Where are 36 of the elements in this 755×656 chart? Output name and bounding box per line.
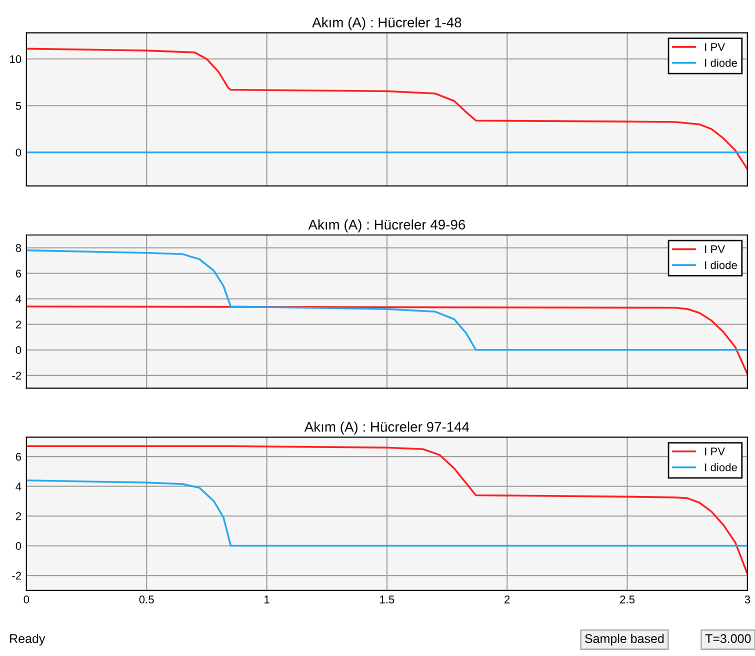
y-tick-label: 2 <box>16 320 22 328</box>
x-tick-label: 1 <box>264 596 270 604</box>
line-series <box>26 479 748 547</box>
y-tick-label: 6 <box>16 270 22 278</box>
y-tick-label: -2 <box>12 572 22 580</box>
y-tick-label: -2 <box>12 372 22 380</box>
line-series <box>26 306 748 376</box>
legend-label: I diode <box>705 463 737 472</box>
legend-label: I diode <box>705 260 737 270</box>
y-tick-label: 8 <box>16 244 22 252</box>
y-tick-label: 4 <box>16 295 22 303</box>
legend-label: I PV <box>705 245 726 254</box>
legend-label: I PV <box>705 43 726 51</box>
x-tick-label: 0 <box>24 596 30 604</box>
x-tick-label: 2.5 <box>620 596 635 604</box>
legend-label: I diode <box>705 58 737 67</box>
y-tick-label: 5 <box>16 102 22 110</box>
y-tick-label: 0 <box>16 148 22 156</box>
y-tick-label: 4 <box>16 482 22 490</box>
y-tick-label: 10 <box>10 55 22 64</box>
chart-title: Akım (A) : Hücreler 1-48 <box>312 17 462 30</box>
y-tick-label: 0 <box>16 542 22 550</box>
chart-title: Akım (A) : Hücreler 49-96 <box>308 219 466 232</box>
chart-title: Akım (A) : Hücreler 97-144 <box>304 422 470 435</box>
y-tick-label: 0 <box>16 346 22 354</box>
x-tick-label: 0.5 <box>139 596 154 604</box>
x-tick-label: 1.5 <box>380 596 394 604</box>
text: T=3.000 <box>705 634 751 644</box>
text: Ready <box>10 634 46 646</box>
line-series <box>26 445 748 575</box>
y-tick-label: 2 <box>16 512 22 520</box>
x-tick-label: 2 <box>504 596 510 604</box>
y-tick-label: 6 <box>16 452 22 461</box>
legend-label: I PV <box>705 448 726 456</box>
text: Sample based <box>585 634 664 646</box>
x-tick-label: 3 <box>744 596 750 604</box>
